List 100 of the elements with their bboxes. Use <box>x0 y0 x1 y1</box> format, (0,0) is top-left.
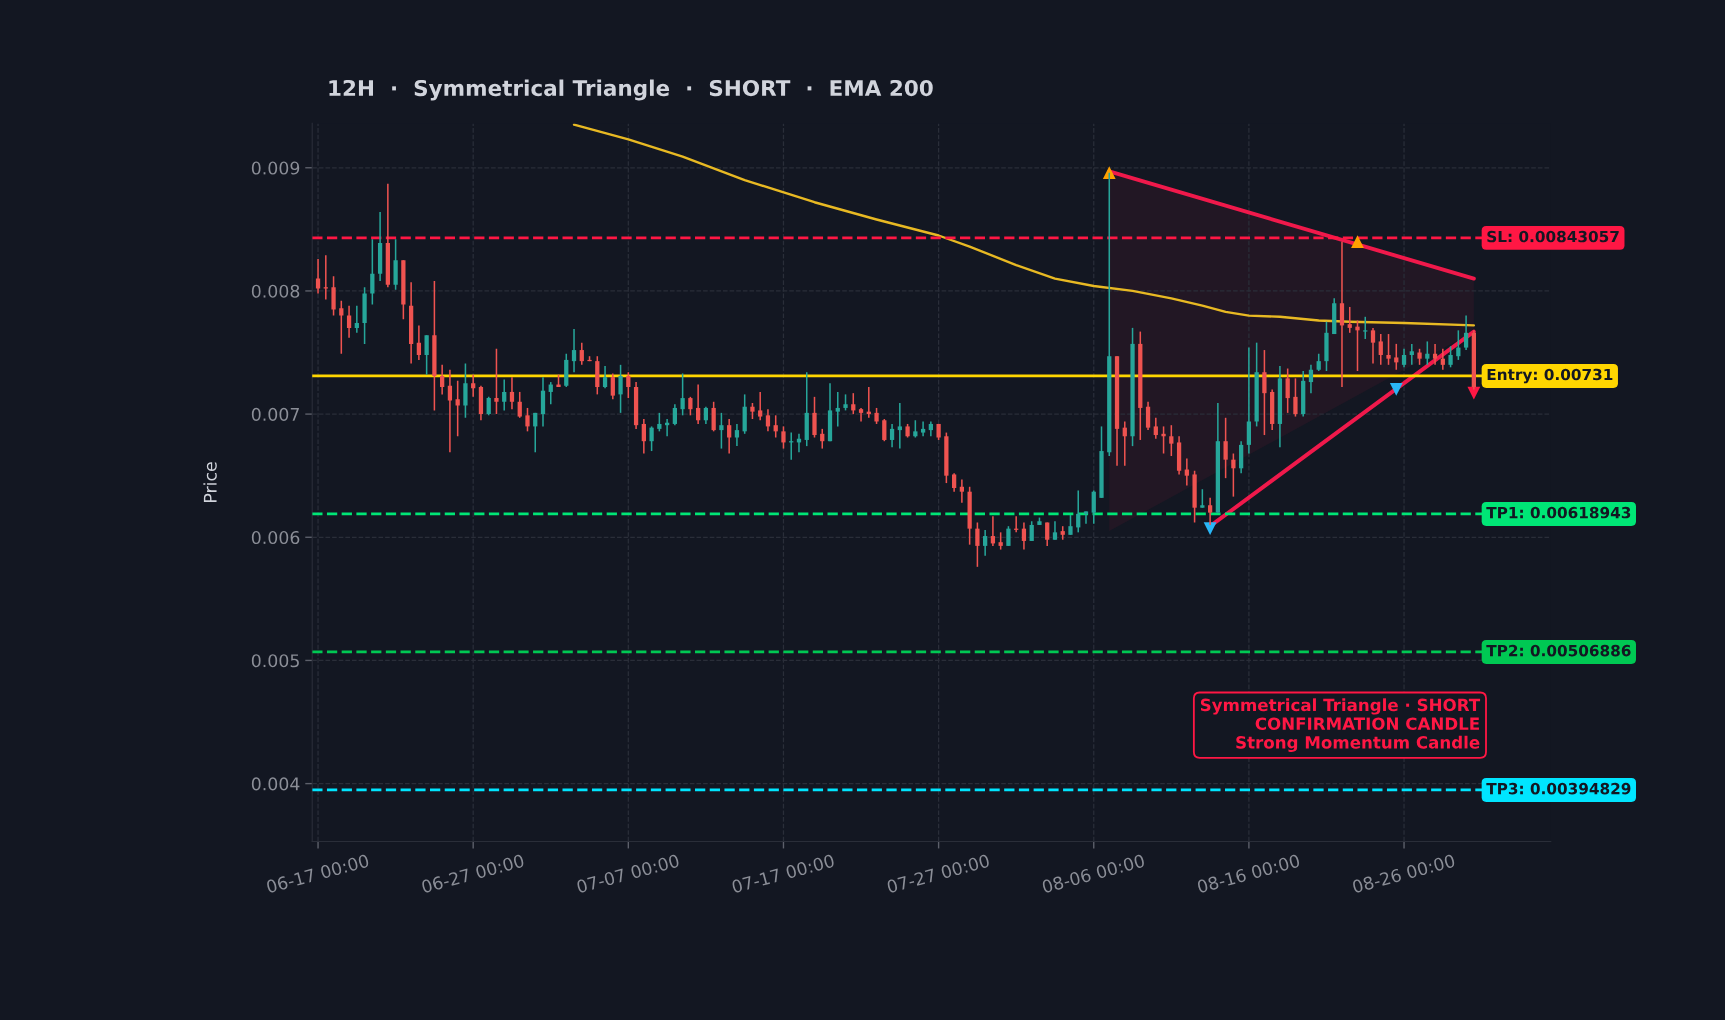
candlestick <box>983 529 988 557</box>
candlestick <box>1370 327 1376 365</box>
candlestick <box>1339 240 1345 388</box>
x-tick-label: 08-16 00:00 <box>1196 853 1301 894</box>
candlestick <box>416 324 422 361</box>
x-tick-label: 06-27 00:00 <box>421 853 525 894</box>
ref-line-label: TP3: 0.00394829 <box>1486 782 1631 795</box>
candlestick <box>688 396 693 417</box>
y-tick-label: 0.007 <box>251 407 299 421</box>
candlestick <box>657 412 662 433</box>
candlestick <box>1200 488 1205 509</box>
candlestick <box>1083 510 1089 525</box>
candlestick <box>1161 425 1166 455</box>
candlestick <box>455 380 460 438</box>
y-tick-label: 0.006 <box>251 530 300 545</box>
x-tick-label: 06-17 00:00 <box>265 853 370 894</box>
candlestick <box>719 412 724 450</box>
candlestick <box>781 425 786 450</box>
candlestick <box>1052 520 1058 541</box>
candlestick <box>1425 340 1430 366</box>
candlestick <box>672 403 677 426</box>
chart-title: 12H · Symmetrical Triangle · SHORT · EMA 200 <box>329 79 933 101</box>
candlestick <box>447 368 453 454</box>
candlestick <box>1239 440 1244 474</box>
candlestick <box>758 391 763 422</box>
candlestick <box>1262 349 1267 436</box>
y-tick-label: 0.009 <box>251 161 300 175</box>
candlestick <box>1076 489 1081 534</box>
candlestick <box>851 392 856 415</box>
candlestick <box>1293 377 1298 418</box>
candlestick <box>1091 489 1096 525</box>
ref-line-label: Entry: 0.00731 <box>1487 368 1613 384</box>
candlestick <box>889 423 895 449</box>
y-axis-title: Price <box>203 462 217 502</box>
candlestick <box>331 275 336 317</box>
candlestick <box>618 364 623 414</box>
y-tick-label: 0.008 <box>251 284 300 298</box>
candlestick <box>502 378 507 412</box>
candlestick <box>1401 348 1407 369</box>
candlestick <box>579 341 584 366</box>
candlestick <box>1355 319 1360 372</box>
candlestick <box>1308 364 1314 394</box>
candlestick <box>1394 343 1399 371</box>
ref-line-label: SL: 0.00843057 <box>1487 230 1619 243</box>
candlestick <box>610 372 615 401</box>
candlestick <box>711 401 716 433</box>
ref-line-label: TP1: 0.00618943 <box>1486 506 1631 519</box>
candlestick <box>680 372 685 417</box>
candlestick <box>354 304 359 334</box>
x-tick-label: 08-06 00:00 <box>1041 853 1146 894</box>
candlestick <box>696 383 701 425</box>
candlestick <box>897 402 902 450</box>
candlestick <box>1207 497 1213 526</box>
candlestick <box>509 376 515 410</box>
candlestick <box>440 364 445 396</box>
candlestick <box>1231 452 1236 498</box>
candlestick <box>1029 520 1034 542</box>
candlestick <box>1153 417 1158 440</box>
x-tick-label: 08-26 00:00 <box>1351 853 1456 894</box>
candlestick <box>1068 514 1073 536</box>
x-tick-label: 07-07 00:00 <box>576 853 680 894</box>
candlestick <box>525 407 530 433</box>
candlestick <box>641 418 646 455</box>
candlestick <box>1378 333 1383 366</box>
candlestick <box>471 373 476 398</box>
candlestick <box>1409 343 1414 366</box>
candlestick <box>1448 345 1453 369</box>
candlestick <box>463 362 468 419</box>
ref-line-label: TP2: 0.00506886 <box>1486 644 1631 657</box>
y-tick-label: 0.005 <box>251 654 299 668</box>
candlestick <box>812 396 817 439</box>
candlestick <box>571 328 577 373</box>
candlestick <box>959 478 965 504</box>
candlestick <box>1386 333 1391 366</box>
candlestick <box>494 348 499 415</box>
candlestick <box>424 334 429 376</box>
candlestick <box>1463 314 1469 351</box>
candlestick <box>1432 343 1438 366</box>
candlestick <box>765 408 771 433</box>
candlestick <box>920 420 926 438</box>
candlestick <box>540 376 546 428</box>
annotation: Symmetrical Triangle · SHORT CONFIRMATION CANDLE Strong Momentum Candle <box>1200 698 1481 753</box>
candlestick <box>1246 346 1252 455</box>
candlestick <box>346 304 352 339</box>
candlestick <box>1021 521 1027 551</box>
candlestick <box>1169 424 1174 457</box>
candlestick <box>734 423 740 447</box>
candlestick <box>1363 316 1368 340</box>
candlestick <box>773 414 778 439</box>
y-tick-label: 0.004 <box>251 777 300 791</box>
candlestick <box>1145 401 1151 431</box>
candlestick <box>1184 457 1189 487</box>
candlestick <box>649 425 654 452</box>
candlestick <box>1285 367 1290 414</box>
candlestick <box>626 371 631 399</box>
x-tick-label: 07-27 00:00 <box>886 853 990 894</box>
candlestick <box>1347 306 1352 334</box>
candlestick <box>1223 417 1228 479</box>
candlestick <box>975 521 980 568</box>
candlestick <box>370 238 375 306</box>
